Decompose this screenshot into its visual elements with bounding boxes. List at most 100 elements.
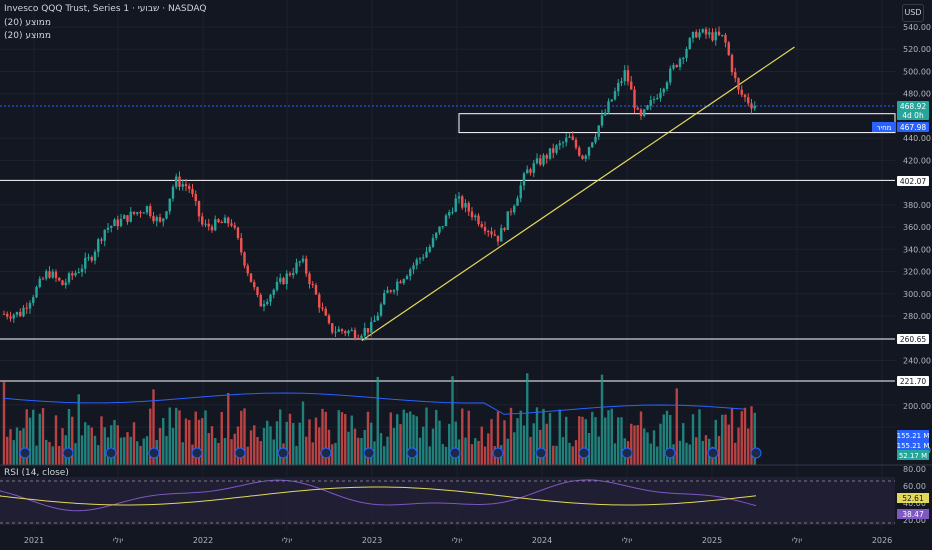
volume-bar-79 bbox=[259, 441, 262, 465]
price-label-box-3 bbox=[897, 176, 929, 186]
candle-body-176 bbox=[574, 139, 578, 148]
candle-body-62 bbox=[204, 223, 207, 225]
candle-body-141 bbox=[461, 196, 464, 208]
volume-bar-84 bbox=[275, 421, 279, 465]
volume-bar-56 bbox=[184, 418, 188, 465]
currency-button[interactable]: USD bbox=[902, 4, 924, 22]
candle-body-199 bbox=[649, 100, 652, 106]
candle-body-30 bbox=[100, 239, 103, 241]
candle-body-157 bbox=[513, 205, 516, 213]
candle-body-124 bbox=[405, 276, 409, 280]
candle-body-150 bbox=[490, 231, 493, 235]
volume-bar-67 bbox=[220, 412, 223, 465]
volume-bar-95 bbox=[311, 442, 314, 465]
y-tick-11: 280.00 bbox=[903, 312, 931, 321]
volume-bar-189 bbox=[617, 417, 620, 465]
volume-bar-133 bbox=[435, 409, 438, 465]
candle-body-143 bbox=[467, 203, 470, 212]
volume-bar-87 bbox=[285, 421, 288, 465]
candle-body-181 bbox=[591, 142, 594, 148]
volume-bar-114 bbox=[373, 441, 376, 465]
candle-body-84 bbox=[275, 281, 279, 290]
candle-body-192 bbox=[626, 70, 630, 82]
candle-body-222 bbox=[724, 34, 727, 43]
volume-bar-193 bbox=[630, 423, 633, 465]
candle-body-67 bbox=[220, 222, 223, 224]
volume-bar-182 bbox=[594, 417, 597, 465]
volume-bar-103 bbox=[337, 410, 340, 465]
rsi-ma-line bbox=[0, 486, 757, 506]
volume-bar-90 bbox=[295, 445, 298, 465]
candle-body-39 bbox=[129, 211, 132, 222]
price-label-1: 4d 0h bbox=[902, 111, 924, 120]
volume-bar-21 bbox=[71, 416, 74, 465]
candle-body-11 bbox=[38, 278, 41, 287]
x-tick-8: 2025 bbox=[702, 536, 722, 545]
volume-bar-197 bbox=[643, 428, 646, 465]
volume-bar-14 bbox=[48, 442, 51, 465]
volume-bar-124 bbox=[405, 412, 409, 465]
candle-body-43 bbox=[142, 212, 145, 214]
volume-bar-162 bbox=[529, 436, 532, 465]
indicator-label-1: ממוצע (20) bbox=[4, 18, 51, 28]
volume-bar-25 bbox=[84, 422, 87, 465]
price-label-2: 467.98 bbox=[900, 123, 926, 132]
volume-bar-224 bbox=[730, 408, 734, 465]
volume-bar-215 bbox=[701, 440, 704, 465]
volume-bar-27 bbox=[90, 427, 93, 465]
candle-body-20 bbox=[67, 273, 71, 283]
y-tick-8: 340.00 bbox=[903, 245, 931, 254]
volume-bar-89 bbox=[292, 422, 295, 465]
volume-bar-38 bbox=[126, 432, 129, 465]
candle-body-56 bbox=[184, 184, 188, 187]
volume-bar-121 bbox=[396, 414, 399, 465]
volume-bar-50 bbox=[165, 436, 168, 465]
volume-bar-100 bbox=[327, 429, 331, 465]
candle-body-194 bbox=[633, 89, 636, 108]
candle-body-65 bbox=[214, 219, 217, 231]
candle-body-226 bbox=[737, 78, 740, 90]
candle-body-186 bbox=[607, 101, 610, 113]
volume-bar-59 bbox=[194, 411, 197, 465]
candle-body-112 bbox=[366, 328, 370, 333]
rsi-tick-3: 20.00 bbox=[903, 516, 926, 525]
volume-bar-130 bbox=[425, 407, 428, 465]
candle-body-121 bbox=[396, 281, 399, 291]
volume-bar-39 bbox=[129, 436, 132, 465]
volume-bar-164 bbox=[535, 407, 539, 465]
candle-body-91 bbox=[298, 261, 301, 263]
y-tick-9: 320.00 bbox=[903, 268, 931, 277]
volume-bar-70 bbox=[230, 439, 233, 465]
dividend-marker-326 bbox=[320, 447, 332, 459]
volume-bar-135 bbox=[441, 444, 444, 465]
candle-body-57 bbox=[188, 186, 191, 189]
volume-bar-118 bbox=[386, 436, 389, 465]
volume-bar-83 bbox=[272, 439, 275, 465]
volume-bar-31 bbox=[103, 427, 106, 465]
candle-body-41 bbox=[136, 212, 139, 214]
price-label-box-5 bbox=[897, 376, 929, 386]
candle-body-55 bbox=[181, 184, 184, 187]
volume-bar-0 bbox=[2, 382, 6, 465]
volume-bar-119 bbox=[389, 412, 392, 465]
volume-bar-221 bbox=[721, 414, 724, 465]
candle-body-66 bbox=[217, 219, 220, 223]
volume-bar-229 bbox=[747, 428, 750, 465]
candle-body-203 bbox=[662, 88, 665, 93]
dividend-marker-111 bbox=[105, 447, 117, 459]
candle-body-58 bbox=[191, 188, 194, 195]
candle-body-40 bbox=[132, 211, 136, 214]
volume-bar-53 bbox=[175, 407, 178, 465]
volume-bar-157 bbox=[513, 432, 516, 465]
candle-body-86 bbox=[282, 277, 285, 285]
candle-body-97 bbox=[318, 294, 321, 308]
rsi-purple-label: 38.47 bbox=[902, 510, 924, 519]
volume-bar-2 bbox=[9, 429, 12, 465]
volume-bar-168 bbox=[548, 413, 552, 465]
rsi-purple-box bbox=[897, 509, 929, 519]
candle-body-68 bbox=[223, 217, 227, 224]
candle-body-35 bbox=[116, 219, 119, 227]
candle-body-162 bbox=[529, 169, 532, 173]
volume-bar-43 bbox=[142, 438, 145, 465]
